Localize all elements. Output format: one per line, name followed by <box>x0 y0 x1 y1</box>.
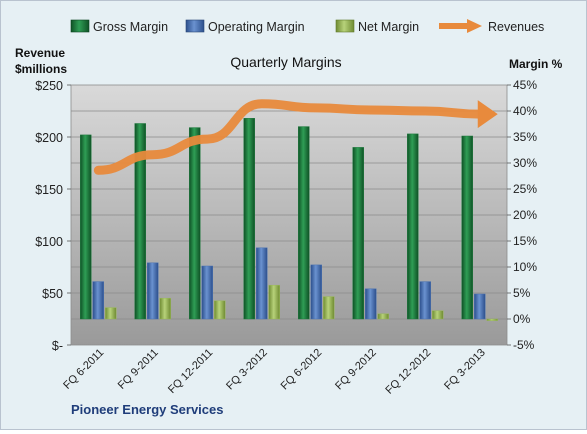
left-tick-label: $- <box>52 339 63 353</box>
category-label-fq-12-2012: FQ 12-2012 <box>383 347 433 397</box>
left-tick-label: $250 <box>35 79 63 93</box>
right-tick-label: 20% <box>513 208 537 222</box>
bar-gross-margin-fq-3-2012 <box>244 118 255 319</box>
legend-swatch-operating-margin <box>186 20 204 32</box>
left-axis-title-line2: $millions <box>15 62 67 76</box>
bar-net-margin-fq-12-2012 <box>432 311 443 319</box>
legend-label-net-margin: Net Margin <box>358 20 419 34</box>
legend-label-operating-margin: Operating Margin <box>208 20 305 34</box>
legend-label-revenues: Revenues <box>488 20 544 34</box>
right-tick-label: 5% <box>513 286 531 300</box>
right-axis-ticks: -5% 0% 5% 10% 15% 20% 25% 30% 35% 40% 45% <box>507 78 537 352</box>
left-axis-title-line1: Revenue <box>15 46 65 60</box>
category-label-fq-3-2013: FQ 3-2013 <box>442 347 488 393</box>
bar-operating-margin-fq-3-2012 <box>256 248 267 319</box>
category-label-fq-6-2012: FQ 6-2012 <box>279 347 325 393</box>
legend: Gross Margin Operating Margin Net Margin… <box>71 19 544 34</box>
bar-net-margin-fq-9-2012 <box>378 314 389 319</box>
bar-net-margin-fq-3-2013 <box>487 319 498 321</box>
legend-item-revenues: Revenues <box>439 19 544 34</box>
category-label-fq-3-2012: FQ 3-2012 <box>224 347 270 393</box>
left-tick-label: $200 <box>35 131 63 145</box>
bar-gross-margin-fq-6-2011 <box>80 135 91 319</box>
right-tick-label: 15% <box>513 234 537 248</box>
right-tick-label: 25% <box>513 182 537 196</box>
company-name: Pioneer Energy Services <box>71 402 223 417</box>
bar-gross-margin-fq-3-2013 <box>462 136 473 319</box>
legend-item-gross-margin: Gross Margin <box>71 20 168 34</box>
bar-operating-margin-fq-12-2011 <box>202 266 213 319</box>
bar-gross-margin-fq-6-2012 <box>298 127 309 319</box>
bar-gross-margin-fq-12-2011 <box>189 128 200 319</box>
legend-swatch-gross-margin <box>71 20 89 32</box>
category-label-fq-9-2012: FQ 9-2012 <box>333 347 379 393</box>
bar-net-margin-fq-12-2011 <box>214 301 225 319</box>
legend-swatch-net-margin <box>336 20 354 32</box>
legend-item-net-margin: Net Margin <box>336 20 419 34</box>
bar-operating-margin-fq-9-2011 <box>147 263 158 319</box>
category-label-fq-6-2011: FQ 6-2011 <box>61 347 106 392</box>
bar-operating-margin-fq-6-2011 <box>93 282 104 319</box>
left-tick-label: $150 <box>35 183 63 197</box>
legend-arrow-head-icon <box>467 19 482 33</box>
bar-gross-margin-fq-12-2012 <box>407 134 418 319</box>
legend-item-operating-margin: Operating Margin <box>186 20 305 34</box>
right-tick-label: -5% <box>513 338 535 352</box>
left-tick-label: $50 <box>42 287 63 301</box>
bar-net-margin-fq-9-2011 <box>160 298 171 319</box>
right-tick-label: 30% <box>513 156 537 170</box>
bar-gross-margin-fq-9-2012 <box>353 147 364 319</box>
left-axis-ticks: $- $50 $100 $150 $200 $250 <box>35 79 71 353</box>
legend-label-gross-margin: Gross Margin <box>93 20 168 34</box>
right-tick-label: 10% <box>513 260 537 274</box>
bar-operating-margin-fq-12-2012 <box>420 282 431 319</box>
right-tick-label: 0% <box>513 312 531 326</box>
category-label-fq-9-2011: FQ 9-2011 <box>116 347 161 392</box>
right-tick-label: 40% <box>513 104 537 118</box>
bar-operating-margin-fq-9-2012 <box>365 289 376 319</box>
bar-operating-margin-fq-6-2012 <box>311 265 322 319</box>
bar-net-margin-fq-3-2012 <box>269 285 280 319</box>
right-tick-label: 45% <box>513 78 537 92</box>
bar-net-margin-fq-6-2012 <box>323 297 334 319</box>
bar-net-margin-fq-6-2011 <box>105 308 116 319</box>
category-label-fq-12-2011: FQ 12-2011 <box>166 347 215 396</box>
bar-operating-margin-fq-3-2013 <box>474 294 485 319</box>
chart-title: Quarterly Margins <box>230 54 341 70</box>
right-tick-label: 35% <box>513 130 537 144</box>
right-axis-title: Margin % <box>509 57 563 71</box>
left-tick-label: $100 <box>35 235 63 249</box>
